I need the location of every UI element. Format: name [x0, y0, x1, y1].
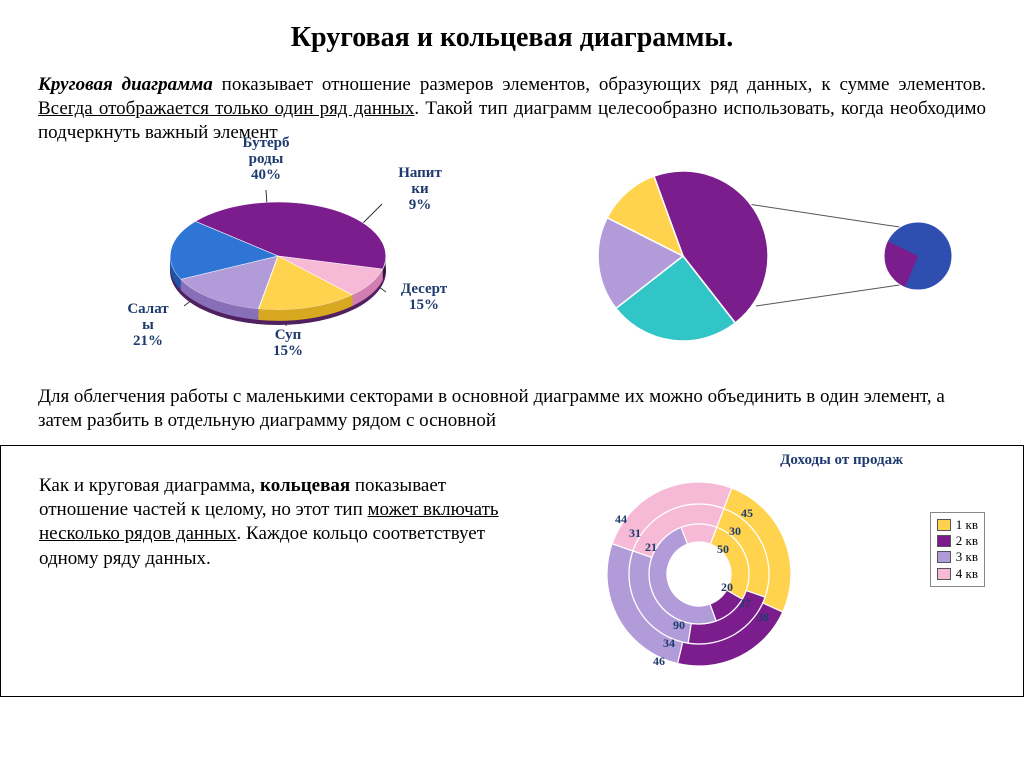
donut-value-label: 38: [757, 610, 769, 625]
donut-segment: [681, 524, 717, 544]
donut-frame: Доходы от продаж Как и круговая диаграмм…: [0, 445, 1024, 697]
legend-label: 1 кв: [956, 517, 978, 533]
donut-area: 453050 38 27 20 46 34 90 4431 21 1 кв2 кв3 кв4 к…: [529, 456, 1009, 684]
pie2-svg: [578, 156, 998, 356]
donut-value-label: 30: [729, 524, 741, 539]
donut-value-label: 90: [673, 618, 685, 633]
pie1-label-sup: Суп15%: [248, 328, 328, 360]
intro-lead: Круговая диаграмма: [38, 74, 213, 95]
legend-item: 2 кв: [937, 533, 978, 549]
pie1-label-salat: Салаты21%: [108, 302, 188, 349]
donut-value-label: 34: [663, 636, 675, 651]
donut-value-label: 44: [615, 512, 627, 527]
donut-value-label: 27: [739, 596, 751, 611]
donut-value-label: 20: [721, 580, 733, 595]
page-title: Круговая и кольцевая диаграммы.: [38, 22, 986, 54]
legend-swatch: [937, 551, 951, 563]
charts-row: Бутерброды40% Напитки9% Десерт15% Суп15%…: [38, 142, 986, 377]
pie1-label-napitki: Напитки9%: [380, 166, 460, 213]
legend-item: 1 кв: [937, 517, 978, 533]
pie-chart-1: Бутерброды40% Напитки9% Десерт15% Суп15%…: [68, 142, 508, 377]
donut-svg: [599, 474, 799, 674]
donut-value-label: 31: [629, 526, 641, 541]
pie1-label-desert: Десерт15%: [384, 282, 464, 314]
donut-text-b: кольцевая: [260, 475, 350, 496]
legend-item: 4 кв: [937, 566, 978, 582]
pie-chart-2: [578, 156, 998, 356]
donut-legend: 1 кв2 кв3 кв4 кв: [930, 512, 985, 587]
intro-underline: Всегда отображается только один ряд данн…: [38, 98, 414, 119]
donut-value-label: 21: [645, 540, 657, 555]
middle-paragraph: Для облегчения работы с маленькими секто…: [38, 385, 986, 433]
page: Круговая и кольцевая диаграммы. Круговая…: [0, 0, 1024, 768]
donut-paragraph: Как и круговая диаграмма, кольцевая пока…: [15, 456, 529, 684]
donut-value-label: 45: [741, 506, 753, 521]
donut-value-label: 46: [653, 654, 665, 669]
donut-text-a: Как и круговая диаграмма,: [39, 475, 260, 496]
intro-paragraph: Круговая диаграмма показывает отношение …: [38, 73, 986, 144]
intro-text-a: показывает отношение размеров элементов,…: [213, 74, 986, 95]
pie1-label-buterbrody: Бутерброды40%: [226, 136, 306, 183]
donut-value-label: 50: [717, 542, 729, 557]
legend-swatch: [937, 519, 951, 531]
legend-swatch: [937, 568, 951, 580]
legend-label: 2 кв: [956, 533, 978, 549]
legend-item: 3 кв: [937, 549, 978, 565]
legend-label: 3 кв: [956, 549, 978, 565]
legend-swatch: [937, 535, 951, 547]
legend-label: 4 кв: [956, 566, 978, 582]
